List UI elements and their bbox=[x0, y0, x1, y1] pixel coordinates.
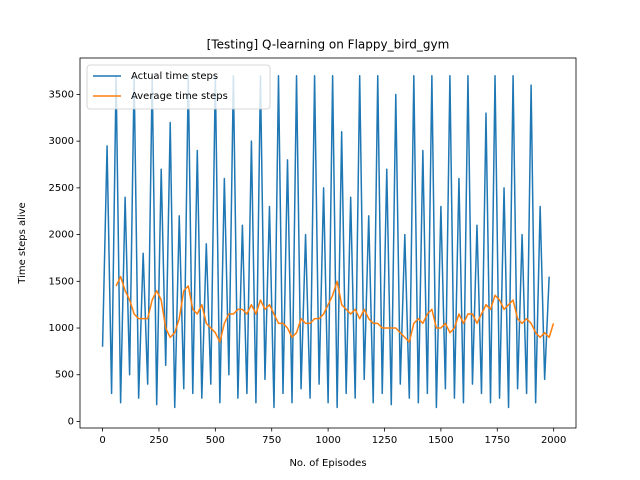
y-tick-label: 2500 bbox=[49, 183, 74, 194]
y-tick-label: 1000 bbox=[49, 323, 74, 334]
x-tick-label: 1000 bbox=[315, 435, 340, 446]
y-tick-label: 1500 bbox=[49, 276, 74, 287]
data-line bbox=[115, 275, 555, 343]
y-tick-label: 500 bbox=[55, 370, 74, 381]
x-tick-label: 1500 bbox=[428, 435, 453, 446]
y-tick-label: 3500 bbox=[49, 89, 74, 100]
x-tick-label: 0 bbox=[99, 435, 105, 446]
data-line bbox=[101, 75, 550, 409]
legend-box bbox=[86, 64, 271, 110]
x-axis-label: No. of Episodes bbox=[289, 458, 366, 469]
legend-label: Actual time steps bbox=[131, 71, 218, 82]
x-tick-label: 750 bbox=[262, 435, 281, 446]
y-tick-label: 2000 bbox=[49, 230, 74, 241]
x-tick-label: 2000 bbox=[541, 435, 566, 446]
legend-label: Average time steps bbox=[131, 91, 228, 102]
chart-title: [Testing] Q-learning on Flappy_bird_gym bbox=[207, 38, 450, 52]
x-tick-label: 1250 bbox=[372, 435, 397, 446]
y-axis-label: Time steps alive bbox=[17, 202, 28, 284]
x-tick-label: 500 bbox=[206, 435, 225, 446]
x-tick-label: 250 bbox=[149, 435, 168, 446]
x-tick-label: 1750 bbox=[485, 435, 510, 446]
y-tick-label: 0 bbox=[68, 416, 74, 427]
y-tick-label: 3000 bbox=[49, 136, 74, 147]
